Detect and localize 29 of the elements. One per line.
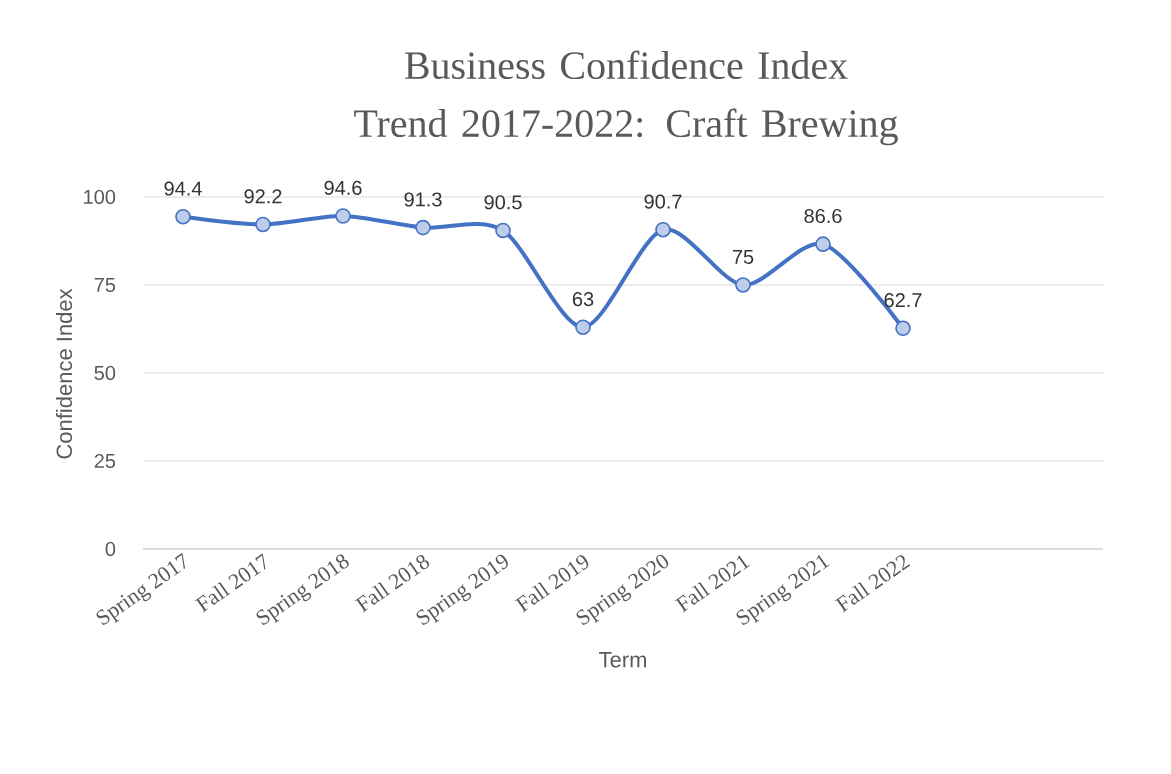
y-tick-label: 25: [94, 453, 116, 469]
data-label: 62.7: [884, 293, 922, 308]
y-tick-label: 50: [94, 365, 116, 381]
data-label: 94.6: [324, 180, 362, 195]
point: [735, 277, 751, 293]
point: [255, 216, 271, 233]
point: [575, 319, 591, 336]
data-label: 90.7: [644, 194, 682, 209]
point: [815, 236, 831, 252]
y-tick-label: 75: [94, 278, 116, 292]
data-label: 90.5: [484, 195, 522, 210]
point: [175, 208, 191, 225]
chart-title: Business Confidence Index Trend 2017-2022: Craft Brewing: [354, 50, 898, 146]
point: [655, 221, 671, 238]
y-axis-title: Confidence Index: [55, 288, 73, 459]
data-label: 91.3: [404, 192, 442, 207]
data-label: 63: [572, 292, 594, 307]
data-label: 75: [732, 249, 754, 264]
data-label: 92.2: [244, 189, 282, 204]
y-tick-label: 100: [84, 189, 116, 205]
point: [895, 320, 911, 337]
y-tick-label: 0: [105, 541, 116, 557]
data-label: 86.6: [804, 208, 842, 224]
point: [495, 222, 511, 239]
point: [415, 219, 431, 236]
data-label: 94.4: [164, 181, 202, 196]
x-tick-label: Fall 2022: [834, 555, 911, 613]
point: [335, 208, 351, 224]
x-axis-title: Term: [599, 652, 647, 668]
